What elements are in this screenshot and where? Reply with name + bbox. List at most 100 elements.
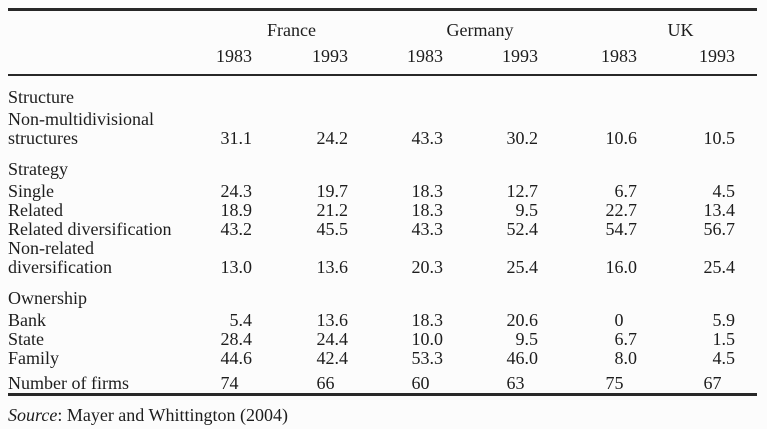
value-cell: 6.7 — [614, 181, 638, 201]
table-row: State 28.4 24.4 10.0 9.5 6.7 1.5 — [8, 330, 757, 349]
value-cell: 22.7 — [605, 200, 638, 220]
year-header: 1983 — [560, 40, 660, 76]
value-cell: 5.9 — [712, 310, 736, 330]
value-cell: 53.3 — [411, 348, 444, 368]
value-cell: 6.7 — [614, 329, 638, 349]
value-cell: 10.5 — [703, 128, 736, 148]
value-cell: 60.0 — [411, 373, 430, 393]
table-row: Related diversification 43.2 45.5 43.3 52.4 5… — [8, 220, 757, 239]
source-label: Source — [8, 405, 58, 425]
value-cell: 10.6 — [605, 128, 638, 148]
source-note: Source: Mayer and Whittington (2004) — [8, 405, 767, 425]
value-cell: 31.1 — [220, 128, 253, 148]
value-cell: 18.9 — [220, 200, 253, 220]
value-cell: 25.4 — [506, 257, 539, 277]
table-row: Related 18.9 21.2 18.3 9.5 22.7 13.4 — [8, 201, 757, 220]
row-label: Bank — [8, 310, 46, 330]
year-header: 1993 — [274, 40, 371, 76]
year-header-row: 1983 1993 1983 1993 1983 1993 — [8, 40, 758, 76]
value-cell: 45.5 — [316, 219, 349, 239]
table-header: France Germany UK 1983 1993 1983 1993 1983 1993 — [8, 10, 758, 76]
corner-cell — [8, 10, 213, 41]
value-cell: 44.6 — [220, 348, 253, 368]
value-cell: 4.5 — [712, 181, 736, 201]
country-header-germany: Germany — [370, 10, 560, 41]
value-cell: 18.3 — [411, 181, 444, 201]
country-label: Germany — [446, 20, 514, 40]
value-cell: 63.0 — [506, 373, 525, 393]
value-cell: 20.6 — [506, 310, 539, 330]
section-heading: Structure — [8, 87, 74, 107]
table-row: Single 24.3 19.7 18.3 12.7 6.7 4.5 — [8, 182, 757, 201]
year-header: 1993 — [465, 40, 561, 76]
year-header: 1983 — [213, 40, 274, 76]
row-label: Non-multidivisional structures — [8, 109, 154, 148]
table-body: Structure Non-multidivisional structures 3… — [8, 75, 757, 395]
country-label: France — [267, 20, 316, 40]
year-header: 1993 — [659, 40, 758, 76]
row-label: Number of firms — [8, 373, 129, 393]
row-label: State — [8, 329, 44, 349]
year-header: 1983 — [370, 40, 466, 76]
value-cell: 25.4 — [703, 257, 736, 277]
value-cell: 42.4 — [316, 348, 349, 368]
value-cell: 24.2 — [316, 128, 349, 148]
section-heading: Ownership — [8, 288, 87, 308]
table-row: Non-multidivisional structures 31.1 24.2 43… — [8, 110, 757, 148]
data-table: France Germany UK 1983 1993 1983 1993 1983 1993 … — [8, 8, 758, 396]
value-cell: 67.0 — [703, 373, 722, 393]
section-row: Structure — [8, 75, 757, 110]
value-cell: 54.7 — [605, 219, 638, 239]
value-cell: 46.0 — [506, 348, 539, 368]
country-header-uk: UK — [560, 10, 757, 41]
value-cell: 0.0 — [614, 310, 624, 330]
value-cell: 66.0 — [316, 373, 335, 393]
table-row: Number of firms 74.0 66.0 60.0 63.0 75.0 67.0 — [8, 368, 757, 395]
row-label: Related diversification — [8, 219, 172, 239]
value-cell: 20.3 — [411, 257, 444, 277]
source-citation: : Mayer and Whittington (2004) — [57, 405, 288, 425]
value-cell: 10.0 — [411, 329, 444, 349]
country-header-row: France Germany UK — [8, 10, 757, 41]
value-cell: 74.0 — [220, 373, 239, 393]
table-row: Bank 5.4 13.6 18.3 20.6 0.0 5.9 — [8, 311, 757, 330]
value-cell: 43.2 — [220, 219, 253, 239]
section-heading: Strategy — [8, 159, 68, 179]
value-cell: 43.3 — [411, 128, 444, 148]
value-cell: 16.0 — [605, 257, 638, 277]
value-cell: 8.0 — [614, 348, 638, 368]
value-cell: 21.2 — [316, 200, 349, 220]
row-label: Related — [8, 200, 63, 220]
value-cell: 13.6 — [316, 310, 349, 330]
value-cell: 75.0 — [605, 373, 624, 393]
value-cell: 43.3 — [411, 219, 444, 239]
value-cell: 13.4 — [703, 200, 736, 220]
table-row: Family 44.6 42.4 53.3 46.0 8.0 4.5 — [8, 349, 757, 368]
value-cell: 28.4 — [220, 329, 253, 349]
country-label: UK — [667, 20, 694, 40]
value-cell: 18.3 — [411, 310, 444, 330]
value-cell: 9.5 — [515, 329, 539, 349]
row-label: Non-related diversification — [8, 238, 112, 277]
value-cell: 9.5 — [515, 200, 539, 220]
country-header-france: France — [213, 10, 370, 41]
value-cell: 19.7 — [316, 181, 349, 201]
value-cell: 13.0 — [220, 257, 253, 277]
value-cell: 12.7 — [506, 181, 539, 201]
row-label: Family — [8, 348, 60, 368]
value-cell: 30.2 — [506, 128, 539, 148]
value-cell: 1.5 — [712, 329, 736, 349]
corner-cell — [8, 40, 213, 76]
value-cell: 56.7 — [703, 219, 736, 239]
value-cell: 24.4 — [316, 329, 349, 349]
value-cell: 13.6 — [316, 257, 349, 277]
value-cell: 4.5 — [712, 348, 736, 368]
table-row: Non-related diversification 13.0 13.6 20.3 2… — [8, 239, 757, 277]
row-label: Single — [8, 181, 55, 201]
value-cell: 52.4 — [506, 219, 539, 239]
value-cell: 5.4 — [229, 310, 253, 330]
value-cell: 18.3 — [411, 200, 444, 220]
section-row: Ownership — [8, 277, 757, 311]
value-cell: 24.3 — [220, 181, 253, 201]
